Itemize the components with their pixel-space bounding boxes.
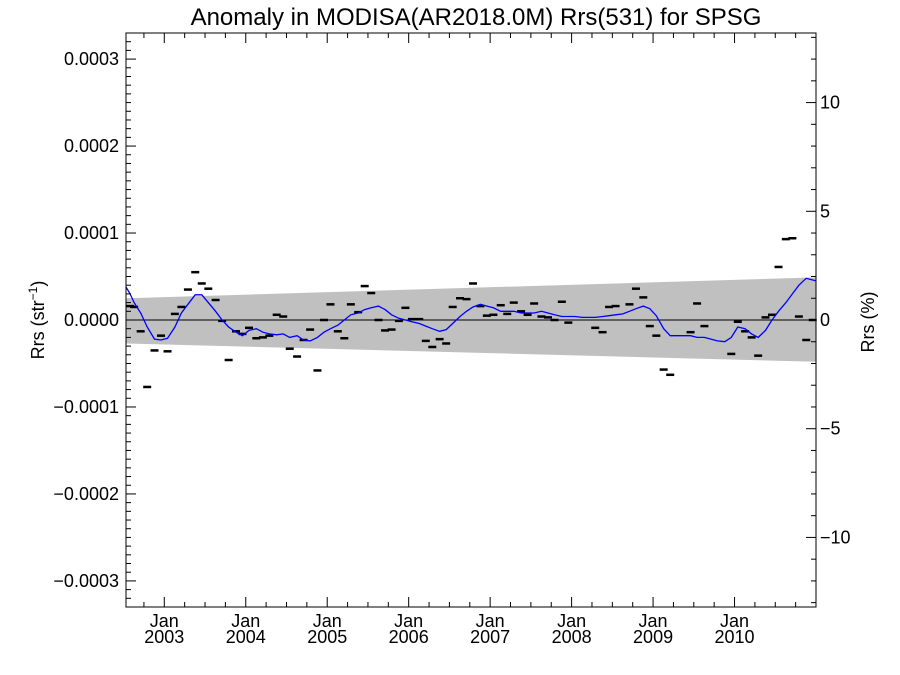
smoothed-line-layer [125, 277, 817, 343]
x-tick-label-month: Jan [476, 611, 505, 631]
y-left-tick-label: −0.0003 [53, 571, 119, 591]
x-tick-label-month: Jan [639, 611, 668, 631]
y-axis-label-left-base: Rrs (str [28, 300, 48, 359]
x-tick-label-month: Jan [150, 611, 179, 631]
y-axis-label-left-close: ) [28, 281, 48, 287]
x-tick-label-year: 2008 [552, 627, 592, 647]
x-tick-label-year: 2006 [389, 627, 429, 647]
anomaly-marker-layer [126, 236, 817, 389]
y-left-tick-label: 0.0001 [64, 223, 119, 243]
x-tick-label-month: Jan [394, 611, 423, 631]
x-tick-label-year: 2005 [307, 627, 347, 647]
y-right-tick-label: 10 [820, 93, 840, 113]
y-axis-label-right: Rrs (%) [858, 292, 878, 353]
left-y-axis: 0.0003 0.0002 0.0001 0.0000 −0.0001 −0.0002 −0… [53, 32, 136, 608]
y-axis-label-left-unit-superscript: −1 [26, 286, 40, 300]
y-left-tick-label: −0.0001 [53, 397, 119, 417]
x-tick-label-month: Jan [231, 611, 260, 631]
smoothed-anomaly-line [125, 277, 817, 343]
x-tick-label-year: 2003 [144, 627, 184, 647]
x-tick-label-year: 2010 [715, 627, 755, 647]
right-y-axis: 10 5 0 −5 −10 [806, 36, 851, 604]
y-right-tick-label: 5 [820, 201, 830, 221]
chart-title: Anomaly in MODISA(AR2018.0M) Rrs(531) fo… [191, 4, 762, 31]
y-right-tick-label: −5 [820, 419, 841, 439]
y-right-tick-label: −10 [820, 527, 851, 547]
y-left-tick-label: −0.0002 [53, 484, 119, 504]
x-tick-label-year: 2009 [633, 627, 673, 647]
y-axis-label-left: Rrs (str−1) [26, 281, 48, 360]
y-left-tick-label: 0.0000 [64, 310, 119, 330]
x-axis: Jan2003Jan2004Jan2005Jan2006Jan2007Jan20… [143, 33, 797, 647]
x-tick-label-month: Jan [720, 611, 749, 631]
x-tick-label-month: Jan [313, 611, 342, 631]
x-tick-label-year: 2007 [470, 627, 510, 647]
x-tick-label-year: 2004 [226, 627, 266, 647]
y-right-tick-label: 0 [820, 310, 830, 330]
x-tick-label-month: Jan [557, 611, 586, 631]
y-left-tick-label: 0.0002 [64, 136, 119, 156]
y-left-tick-label: 0.0003 [64, 49, 119, 69]
